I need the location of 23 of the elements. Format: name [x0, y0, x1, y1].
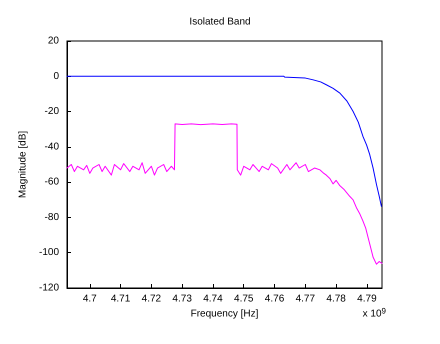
y-tick-label: -40 [44, 141, 60, 152]
line-series [66, 123, 382, 265]
x-axis-title: Frequency [Hz] [190, 308, 259, 320]
y-tick-label: -100 [38, 247, 60, 258]
x-tick-label: 4.75 [234, 294, 254, 304]
x-tick-label: 4.79 [357, 294, 378, 304]
line-series [66, 76, 382, 207]
y-tick-label: -80 [44, 212, 60, 223]
x-tick-label: 4.7 [82, 294, 98, 304]
y-axis-title: Magnitude [dB] [18, 130, 29, 198]
x-tick-label: 4.77 [296, 294, 316, 304]
y-tick-label: -120 [38, 282, 60, 294]
x-tick-label: 4.76 [264, 294, 285, 304]
y-tick-label: 0 [53, 70, 60, 82]
x-tick-label: 4.71 [110, 294, 131, 304]
x-tick-label: 4.73 [172, 294, 192, 304]
x-tick-label: 4.72 [142, 294, 162, 304]
y-tick-label: 20 [48, 36, 60, 46]
x-tick-label: 4.74 [203, 294, 224, 304]
x-tick-label: 4.78 [326, 294, 346, 304]
y-tick-label: -20 [44, 106, 60, 118]
chart-title: Isolated Band [189, 16, 251, 28]
y-tick-label: -60 [44, 176, 60, 188]
